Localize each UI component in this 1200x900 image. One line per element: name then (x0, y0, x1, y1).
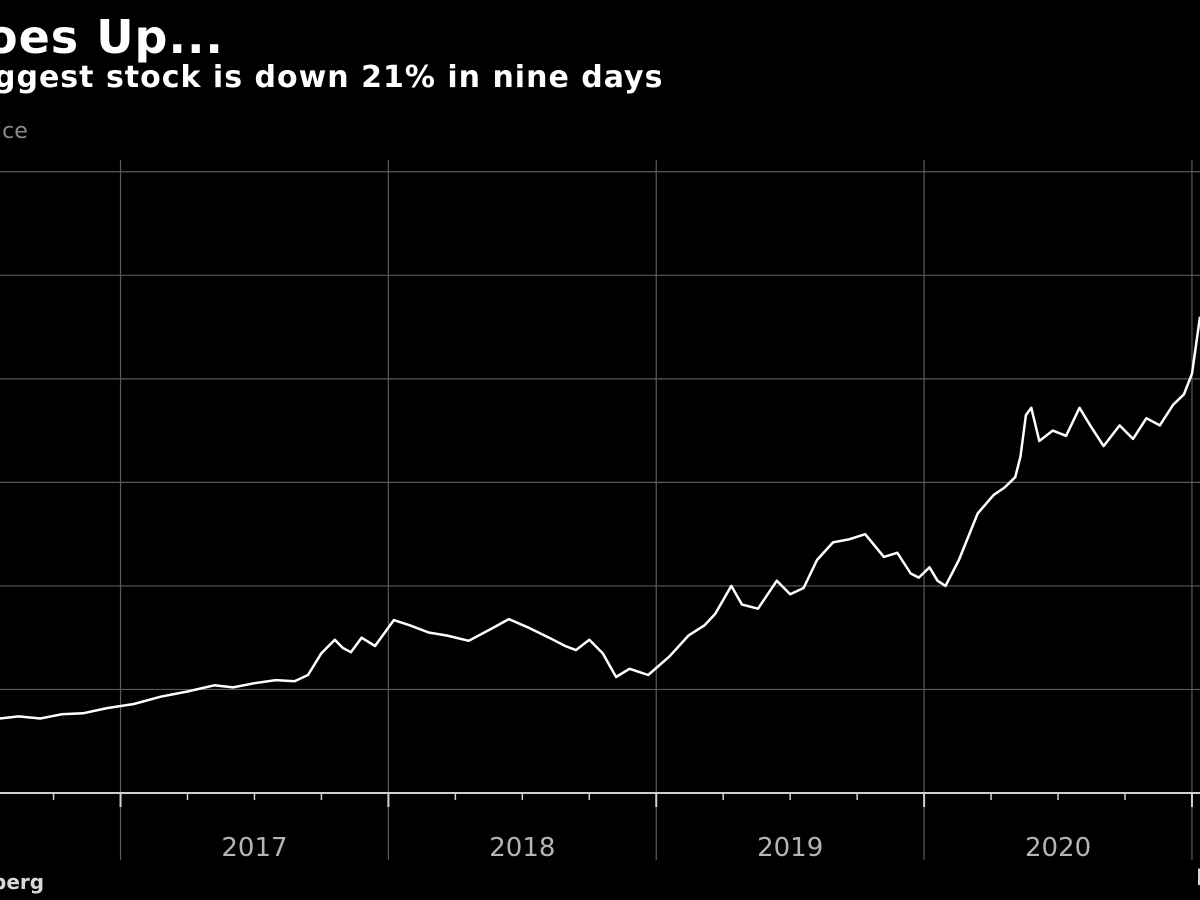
axis-group (0, 792, 1200, 807)
price-line (0, 316, 1200, 720)
chart-subtitle: ggest stock is down 21% in nine days (0, 60, 664, 95)
source-label: berg (0, 870, 45, 894)
chart-title: oes Up... (0, 10, 224, 64)
x-tick-label-2019: 2019 (757, 833, 823, 863)
x-tick-label-2018: 2018 (489, 833, 555, 863)
series-group (0, 316, 1200, 720)
x-tick-label-2020: 2020 (1025, 833, 1091, 863)
x-tick-labels: 2017 2018 2019 2020 (221, 833, 1091, 863)
x-tick-label-2017: 2017 (221, 833, 287, 863)
grid-group (0, 160, 1200, 860)
source-label-right: B (1196, 866, 1200, 891)
y-axis-unit-label: ice (0, 119, 28, 144)
